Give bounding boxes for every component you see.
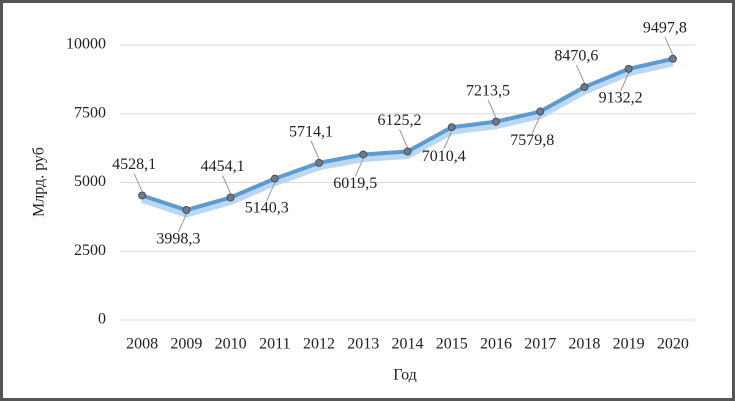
x-tick-label: 2009 (170, 336, 202, 353)
data-label: 6019,5 (333, 175, 377, 192)
y-axis-label: Млрд. руб (31, 147, 48, 217)
x-tick-label: 2017 (524, 336, 556, 353)
x-tick-label: 2019 (613, 336, 645, 353)
leader-line (354, 158, 364, 177)
leader-line (177, 213, 187, 233)
y-tick-label: 2500 (74, 242, 106, 259)
marker (668, 54, 677, 63)
y-tick-label: 10000 (66, 36, 106, 53)
data-label: 7010,4 (422, 148, 466, 165)
data-label: 3998,3 (156, 231, 200, 248)
leader-line (222, 175, 232, 194)
x-tick-label: 2020 (657, 336, 689, 353)
marker (580, 83, 589, 92)
marker (359, 150, 368, 159)
data-label: 9497,8 (643, 19, 687, 36)
data-label: 8470,6 (554, 48, 598, 65)
x-tick-label: 2010 (215, 336, 247, 353)
leader-line (310, 140, 320, 160)
leader-line (531, 115, 541, 134)
data-label: 6125,2 (378, 112, 422, 129)
marker (403, 147, 412, 156)
leader-line (664, 36, 674, 56)
data-label: 5714,1 (289, 124, 333, 141)
leader-line (620, 72, 630, 92)
y-tick-label: 0 (98, 311, 106, 328)
data-label: 4454,1 (201, 158, 245, 175)
x-tick-label: 2015 (436, 336, 468, 353)
x-tick-label: 2014 (392, 336, 424, 353)
marker (315, 158, 324, 167)
leader-line (575, 64, 585, 84)
marker (138, 191, 147, 200)
marker (491, 117, 500, 126)
x-tick-label: 2013 (347, 336, 379, 353)
x-tick-label: 2018 (568, 336, 600, 353)
x-tick-label: 2008 (126, 336, 158, 353)
leader-line (399, 129, 408, 148)
marker (447, 123, 456, 132)
x-tick-label: 2012 (303, 336, 335, 353)
marker (226, 193, 235, 202)
marker (270, 174, 279, 183)
marker (624, 64, 633, 73)
data-label: 4528,1 (112, 156, 156, 173)
leader-line (443, 131, 453, 150)
data-label: 9132,2 (599, 90, 643, 107)
x-tick-label: 2016 (480, 336, 512, 353)
marker (182, 206, 191, 215)
leader-line (133, 173, 143, 192)
leader-line (487, 99, 497, 118)
data-label: 7579,8 (510, 132, 554, 149)
y-tick-label: 7500 (74, 104, 106, 121)
x-tick-label: 2011 (259, 336, 290, 353)
x-axis-label: Год (393, 367, 417, 384)
data-label: 7213,5 (466, 82, 510, 99)
marker (536, 107, 545, 116)
data-label: 5140,3 (245, 199, 289, 216)
y-tick-label: 5000 (74, 173, 106, 190)
leader-line (266, 182, 276, 201)
